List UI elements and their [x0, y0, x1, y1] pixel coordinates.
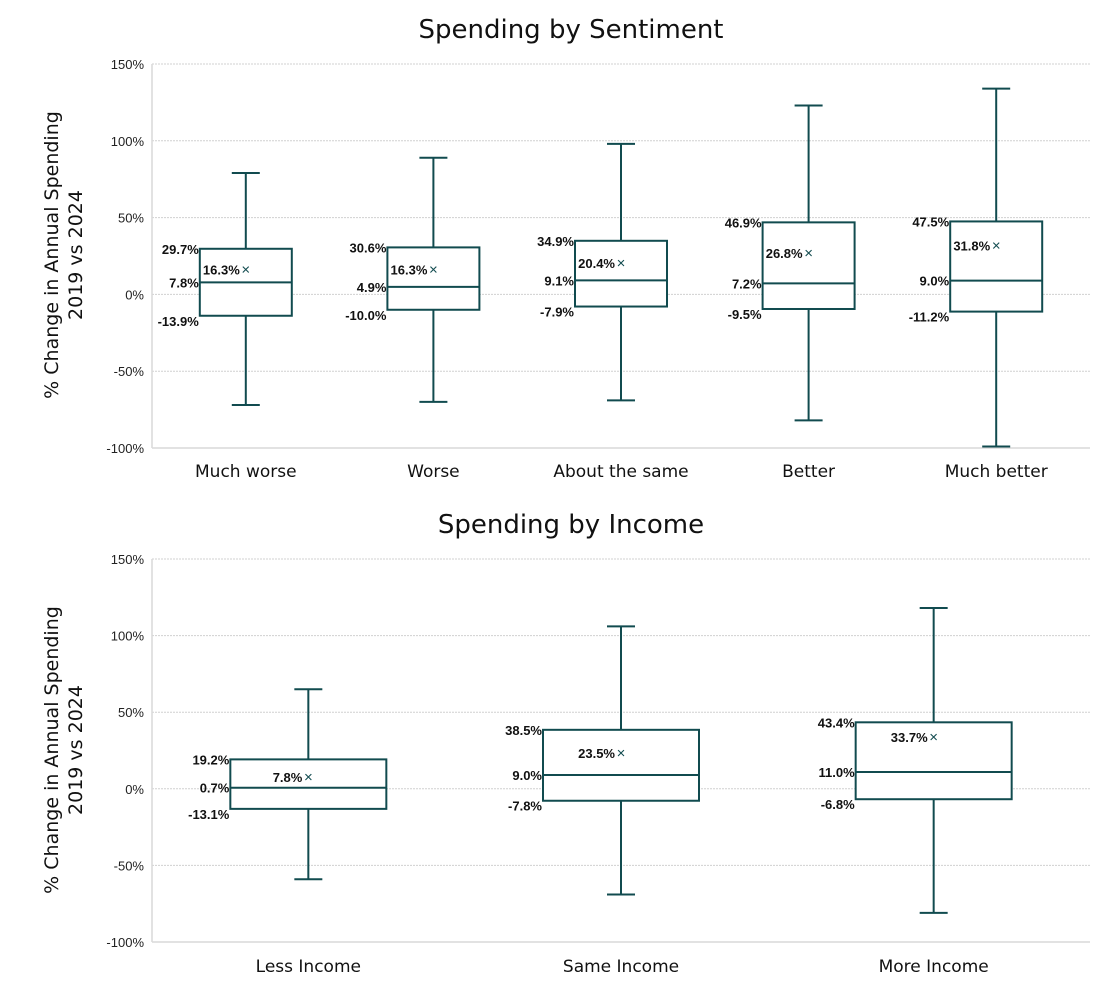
- median-label: 9.0%: [512, 768, 542, 783]
- iqr-box: [542, 728, 700, 802]
- median-label: 0.7%: [200, 781, 230, 796]
- chart-title: Spending by Sentiment: [418, 15, 723, 45]
- mean-marker: ×: [304, 769, 313, 786]
- y-tick-label: 50%: [118, 211, 144, 226]
- y-axis-title-line-2: 2019 vs 2024: [65, 685, 87, 815]
- mean-label: 7.8%: [273, 770, 303, 785]
- y-tick-label: -50%: [114, 364, 145, 379]
- box-much-worse: × 29.7% 7.8% -13.9% 16.3%: [158, 172, 293, 406]
- box-worse: × 30.6% 4.9% -10.0% 16.3%: [345, 156, 481, 403]
- q3-label: 46.9%: [725, 215, 762, 230]
- y-axis-title-line-1: % Change in Annual Spending: [41, 606, 63, 894]
- box-same-income: × 38.5% 9.0% -7.8% 23.5%: [505, 625, 700, 896]
- box-less-income: × 19.2% 0.7% -13.1% 7.8%: [188, 688, 388, 881]
- y-tick-label: 50%: [118, 705, 144, 720]
- mean-label: 26.8%: [766, 246, 803, 261]
- y-tick-label: 100%: [111, 134, 145, 149]
- x-category-label: Better: [782, 462, 835, 482]
- iqr-box: [386, 246, 481, 311]
- chart-spending-by-sentiment: Spending by Sentiment % Change in Annual …: [41, 15, 1090, 482]
- q1-label: -7.8%: [508, 799, 542, 814]
- x-category-label: Worse: [407, 462, 460, 482]
- y-tick-label: -50%: [114, 858, 145, 873]
- mean-marker: ×: [241, 261, 250, 278]
- box-more-income: × 43.4% 11.0% -6.8% 33.7%: [818, 607, 1013, 914]
- mean-marker: ×: [929, 729, 938, 746]
- y-tick-label: -100%: [106, 935, 144, 950]
- y-tick-label: 0%: [125, 782, 144, 797]
- box-better: × 46.9% 7.2% -9.5% 26.8%: [725, 104, 856, 422]
- q3-label: 29.7%: [162, 242, 199, 257]
- iqr-box: [229, 758, 388, 810]
- median-label: 7.2%: [732, 276, 762, 291]
- q3-label: 47.5%: [912, 214, 949, 229]
- q3-label: 30.6%: [350, 240, 387, 255]
- box-much-better: × 47.5% 9.0% -11.2% 31.8%: [909, 87, 1044, 448]
- median-label: 4.9%: [357, 280, 387, 295]
- x-category-label: About the same: [553, 462, 688, 482]
- y-tick-label: 100%: [111, 629, 145, 644]
- mean-label: 33.7%: [891, 730, 928, 745]
- x-category-label: More Income: [879, 957, 989, 977]
- chart-title: Spending by Income: [438, 510, 704, 540]
- q1-label: -11.2%: [909, 310, 950, 325]
- mean-label: 31.8%: [953, 239, 990, 254]
- y-axis-title: % Change in Annual Spending 2019 vs 2024: [41, 111, 87, 399]
- mean-marker: ×: [992, 238, 1001, 255]
- iqr-box: [854, 721, 1013, 801]
- q1-label: -7.9%: [540, 305, 574, 320]
- q1-label: -9.5%: [728, 307, 762, 322]
- median-label: 7.8%: [169, 275, 199, 290]
- chart-spending-by-income: Spending by Income % Change in Annual Spe…: [41, 510, 1090, 977]
- y-tick-label: 150%: [111, 552, 145, 567]
- x-category-label: Same Income: [563, 957, 679, 977]
- x-category-label: Much better: [945, 462, 1048, 482]
- iqr-box: [574, 239, 668, 308]
- median-label: 9.0%: [920, 274, 950, 289]
- mean-marker: ×: [617, 745, 626, 762]
- median-label: 9.1%: [544, 273, 574, 288]
- q1-label: -10.0%: [345, 308, 387, 323]
- y-axis-title-line-1: % Change in Annual Spending: [41, 111, 63, 399]
- q3-label: 19.2%: [192, 752, 229, 767]
- mean-label: 20.4%: [578, 256, 615, 271]
- y-tick-label: -100%: [106, 441, 144, 456]
- x-category-label: Less Income: [256, 957, 361, 977]
- mean-label: 23.5%: [578, 746, 615, 761]
- mean-marker: ×: [617, 255, 626, 272]
- iqr-box: [949, 220, 1044, 313]
- y-axis-title-line-2: 2019 vs 2024: [65, 190, 87, 320]
- mean-label: 16.3%: [391, 262, 428, 277]
- q1-label: -6.8%: [821, 797, 855, 812]
- q1-label: -13.9%: [158, 314, 200, 329]
- box-about-the-same: × 34.9% 9.1% -7.9% 20.4%: [537, 142, 668, 402]
- q1-label: -13.1%: [188, 807, 230, 822]
- q3-label: 34.9%: [537, 234, 574, 249]
- x-category-label: Much worse: [195, 462, 297, 482]
- mean-label: 16.3%: [203, 262, 240, 277]
- q3-label: 38.5%: [505, 723, 542, 738]
- y-tick-label: 0%: [125, 287, 144, 302]
- iqr-box: [761, 221, 856, 310]
- q3-label: 43.4%: [818, 715, 855, 730]
- mean-marker: ×: [804, 245, 813, 262]
- y-tick-label: 150%: [111, 57, 145, 72]
- y-axis-title: % Change in Annual Spending 2019 vs 2024: [41, 606, 87, 894]
- mean-marker: ×: [429, 261, 438, 278]
- median-label: 11.0%: [819, 765, 856, 780]
